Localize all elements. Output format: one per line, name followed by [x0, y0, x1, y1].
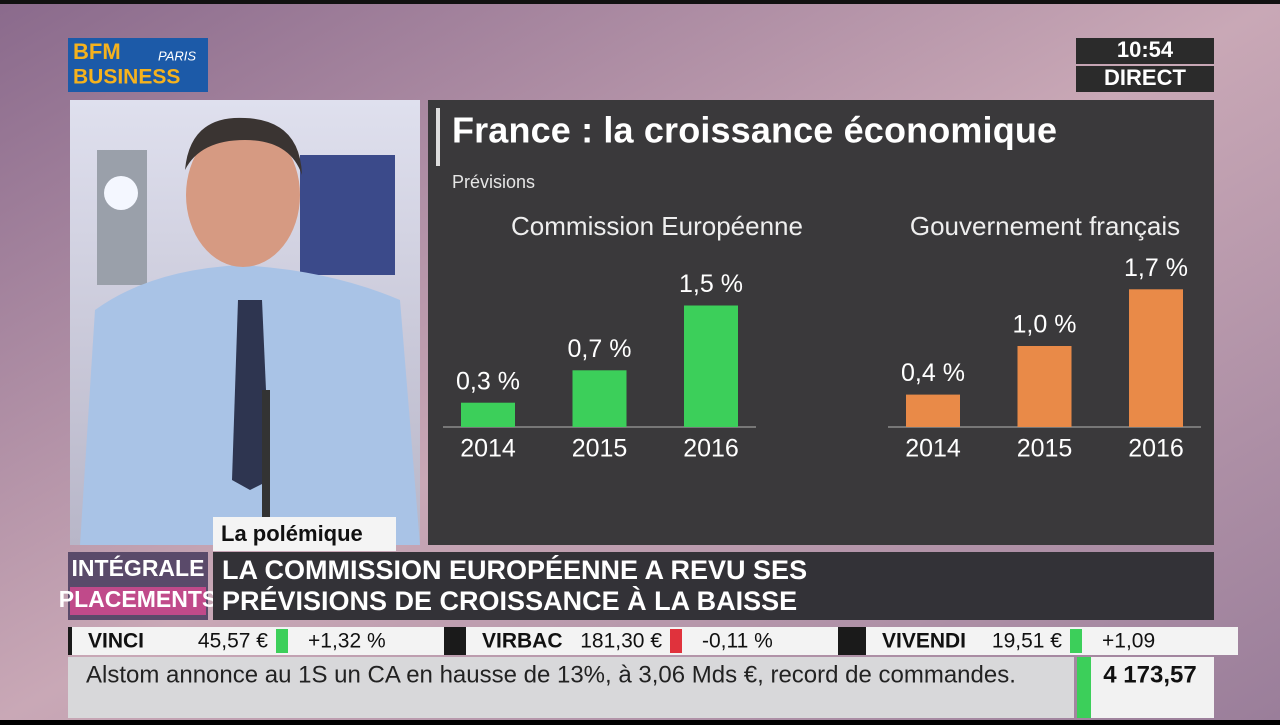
quote-box	[72, 627, 444, 655]
lamp	[97, 150, 147, 285]
top-edge	[0, 0, 1280, 4]
quote-change: +1,32 %	[308, 630, 386, 653]
news-bar	[68, 657, 1074, 718]
x-tick-label: 2014	[905, 435, 961, 463]
index-box	[1077, 657, 1214, 718]
index-trend	[1077, 657, 1091, 718]
bar	[684, 305, 738, 427]
presenter-tie	[232, 300, 270, 490]
value-label: 0,3 %	[456, 367, 520, 395]
headline-box	[213, 552, 1214, 620]
x-tick-label: 2015	[1017, 435, 1073, 463]
quote-name: VINCI	[88, 630, 144, 653]
logo-city: PARIS	[158, 48, 196, 63]
logo-brand: BFM	[73, 39, 121, 64]
show-line2: PLACEMENTS	[59, 586, 217, 612]
bar	[1129, 289, 1183, 427]
quote-box	[466, 627, 838, 655]
logo-channel: BUSINESS	[73, 66, 180, 89]
quote-trend	[670, 629, 682, 653]
x-tick-label: 2016	[683, 435, 739, 463]
chart-title: Commission Européenne	[511, 211, 803, 241]
quote-price: 19,51 €	[992, 630, 1062, 653]
chart-title: Gouvernement français	[910, 211, 1180, 241]
tag-label: La polémique	[221, 521, 363, 546]
title-accent	[436, 108, 440, 166]
quote-name: VIRBAC	[482, 630, 563, 653]
quote-price: 181,30 €	[580, 630, 662, 653]
quote-change: -0,11 %	[702, 630, 773, 653]
quote-trend	[1070, 629, 1082, 653]
value-label: 1,5 %	[679, 270, 743, 298]
value-label: 0,4 %	[901, 359, 965, 387]
headline-line2: PRÉVISIONS DE CROISSANCE À LA BAISSE	[222, 585, 797, 616]
index-value: 4 173,57	[1103, 661, 1196, 688]
x-tick-label: 2016	[1128, 435, 1184, 463]
live-label: DIRECT	[1104, 65, 1186, 90]
tag-box	[213, 517, 396, 551]
value-label: 0,7 %	[568, 335, 632, 363]
quote-price: 45,57 €	[198, 630, 268, 653]
live-box	[1076, 66, 1214, 92]
presenter-face	[186, 123, 300, 267]
microphone	[262, 390, 270, 520]
bar	[461, 402, 515, 427]
bar	[572, 370, 627, 427]
lamp-light	[104, 176, 138, 210]
quote-trend	[276, 629, 288, 653]
x-tick-label: 2015	[572, 435, 628, 463]
bar	[906, 394, 960, 427]
quote-change: +1,09	[1102, 630, 1155, 653]
bar	[1017, 346, 1072, 427]
show-line1: INTÉGRALE	[72, 554, 205, 581]
value-label: 1,0 %	[1013, 311, 1077, 339]
chart-panel	[428, 100, 1214, 545]
quote-box	[866, 627, 1238, 655]
value-label: 1,7 %	[1124, 254, 1188, 282]
presenter-hair	[185, 117, 302, 175]
studio-screen	[300, 155, 395, 275]
quote-name: VIVENDI	[882, 630, 966, 653]
clock-box	[1076, 38, 1214, 64]
show-band	[70, 587, 206, 615]
clock-time: 10:54	[1117, 37, 1174, 62]
logo-box	[68, 38, 208, 92]
panel-subtitle: Prévisions	[452, 172, 535, 192]
x-tick-label: 2014	[460, 435, 516, 463]
news-text: Alstom annonce au 1S un CA en hausse de …	[86, 661, 1016, 688]
panel-title: France : la croissance économique	[452, 110, 1057, 151]
headline-line1: LA COMMISSION EUROPÉENNE A REVU SES	[222, 554, 807, 585]
